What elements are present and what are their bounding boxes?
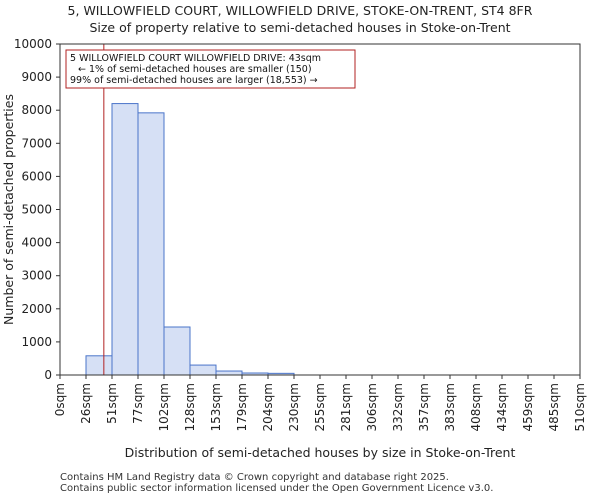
axes-group: 0 1000 2000 3000 4000 5000 6000 7000 8000 9000 100… <box>14 37 587 431</box>
x-axis-label: Distribution of semi-detached houses by … <box>125 445 516 460</box>
bar-102sqm <box>163 326 191 376</box>
y-tick-label-7000: 7000 <box>21 136 52 150</box>
x-tick-label-102sqm: 102sqm <box>157 383 171 431</box>
x-tick-label-255sqm: 255sqm <box>313 383 327 431</box>
y-tick-label-10000: 10000 <box>14 37 52 51</box>
x-tick-label-408sqm: 408sqm <box>469 383 483 431</box>
y-tick-label-9000: 9000 <box>21 70 52 84</box>
chart-title: 5, WILLOWFIELD COURT, WILLOWFIELD DRIVE,… <box>67 3 533 18</box>
x-tick-label-434sqm: 434sqm <box>495 383 509 431</box>
bar-153sqm <box>215 370 243 376</box>
annotation-frame <box>65 49 356 89</box>
y-tick-label-1000: 1000 <box>21 335 52 349</box>
y-tick-label-5000: 5000 <box>21 203 52 217</box>
x-tick-label-26sqm: 26sqm <box>79 383 93 424</box>
annotation-line-2: ← 1% of semi-detached houses are smaller… <box>78 64 312 75</box>
footer-line-1: Contains HM Land Registry data © Crown c… <box>60 472 449 483</box>
x-tick-label-51sqm: 51sqm <box>105 383 119 424</box>
x-tick-label-128sqm: 128sqm <box>183 383 197 431</box>
annotation-line-3: 99% of semi-detached houses are larger (… <box>70 75 318 86</box>
x-tick-label-153sqm: 153sqm <box>209 383 223 431</box>
bar-26sqm <box>85 355 113 376</box>
x-tick-label-459sqm: 459sqm <box>521 383 535 431</box>
x-tick-label-204sqm: 204sqm <box>261 383 275 431</box>
x-tick-label-230sqm: 230sqm <box>287 383 301 431</box>
x-tick-label-281sqm: 281sqm <box>339 383 353 431</box>
bars-group <box>85 103 295 376</box>
chart-title-block: 5, WILLOWFIELD COURT, WILLOWFIELD DRIVE,… <box>0 2 600 36</box>
annotation-box: 5 WILLOWFIELD COURT WILLOWFIELD DRIVE: 4… <box>65 49 356 89</box>
annotation-line-1: 5 WILLOWFIELD COURT WILLOWFIELD DRIVE: 4… <box>70 53 321 64</box>
x-tick-label-510sqm: 510sqm <box>573 383 587 431</box>
y-axis-label: Number of semi-detached properties <box>1 94 16 325</box>
chart-subtitle: Size of property relative to semi-detach… <box>89 20 511 35</box>
x-tick-label-357sqm: 357sqm <box>417 383 431 431</box>
y-tick-label-6000: 6000 <box>21 169 52 183</box>
x-tick-label-306sqm: 306sqm <box>365 383 379 431</box>
bar-128sqm <box>189 364 217 376</box>
y-tick-label-8000: 8000 <box>21 103 52 117</box>
bar-77sqm <box>137 112 165 376</box>
x-tick-label-383sqm: 383sqm <box>443 383 457 431</box>
x-tick-label-77sqm: 77sqm <box>131 383 145 424</box>
x-tick-label-179sqm: 179sqm <box>235 383 249 431</box>
footer-line-2: Contains public sector information licen… <box>60 483 494 494</box>
x-tick-label-0sqm: 0sqm <box>53 383 67 416</box>
x-tick-label-332sqm: 332sqm <box>391 383 405 431</box>
y-tick-label-0: 0 <box>44 368 52 382</box>
footer: Contains HM Land Registry data © Crown c… <box>60 472 493 494</box>
bar-51sqm <box>111 103 139 376</box>
y-tick-label-2000: 2000 <box>21 302 52 316</box>
y-tick-label-3000: 3000 <box>21 269 52 283</box>
y-tick-label-4000: 4000 <box>21 236 52 250</box>
x-tick-label-485sqm: 485sqm <box>547 383 561 431</box>
